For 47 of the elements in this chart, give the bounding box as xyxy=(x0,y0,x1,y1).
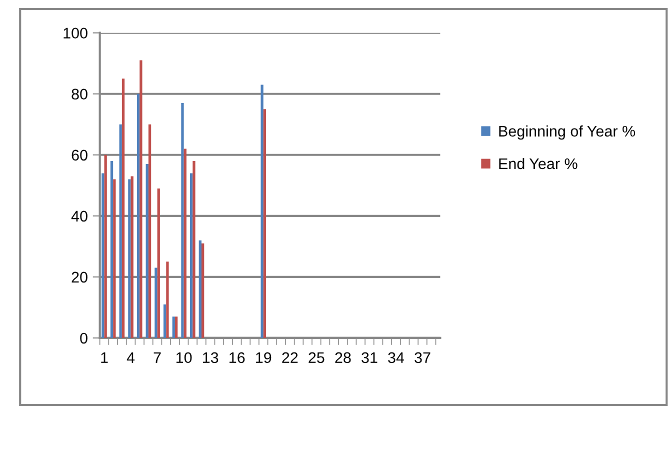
y-tick-label: 40 xyxy=(71,210,88,222)
x-tick-label: 19 xyxy=(256,352,272,364)
bar xyxy=(136,94,140,338)
bar xyxy=(113,179,116,338)
y-tick-label: 0 xyxy=(80,332,88,344)
x-tick-label: 1 xyxy=(101,352,108,363)
bar xyxy=(163,304,166,338)
bar xyxy=(260,84,264,338)
x-tick-label: 22 xyxy=(282,352,298,363)
bar xyxy=(192,160,196,338)
x-tick-label: 7 xyxy=(154,352,161,363)
bar xyxy=(102,173,104,338)
y-tick-label: 60 xyxy=(72,150,88,161)
bar xyxy=(172,316,175,338)
x-tick-label: 10 xyxy=(176,352,192,364)
bar xyxy=(263,109,266,338)
bar xyxy=(198,240,202,338)
x-tick-label: 37 xyxy=(414,352,430,364)
bar xyxy=(146,164,148,338)
bar xyxy=(157,188,160,338)
bar xyxy=(166,262,169,338)
bar xyxy=(184,148,186,338)
x-tick-label: 4 xyxy=(126,352,135,363)
bar xyxy=(128,179,131,338)
y-tick-label: 80 xyxy=(72,88,88,100)
x-tick-label: 25 xyxy=(308,352,324,364)
bar xyxy=(181,103,184,338)
y-tick-label: 20 xyxy=(72,272,88,283)
bar xyxy=(201,243,204,338)
bar xyxy=(148,124,152,338)
legend-label: Beginning of Year % xyxy=(499,125,636,140)
bar xyxy=(130,176,134,338)
bar xyxy=(190,173,193,338)
bar xyxy=(119,124,122,338)
bar xyxy=(140,60,142,338)
x-tick-label: 34 xyxy=(388,352,404,364)
bar xyxy=(110,160,114,338)
bar xyxy=(104,154,107,338)
bar xyxy=(154,268,158,338)
bar xyxy=(174,316,178,338)
x-tick-label: 31 xyxy=(362,352,378,364)
x-tick-label: 28 xyxy=(335,352,351,364)
bar xyxy=(122,78,125,338)
y-tick-label: 100 xyxy=(64,28,88,39)
legend-label: End Year % xyxy=(499,158,578,170)
x-tick-label: 13 xyxy=(203,352,218,364)
x-tick-label: 16 xyxy=(230,352,245,364)
